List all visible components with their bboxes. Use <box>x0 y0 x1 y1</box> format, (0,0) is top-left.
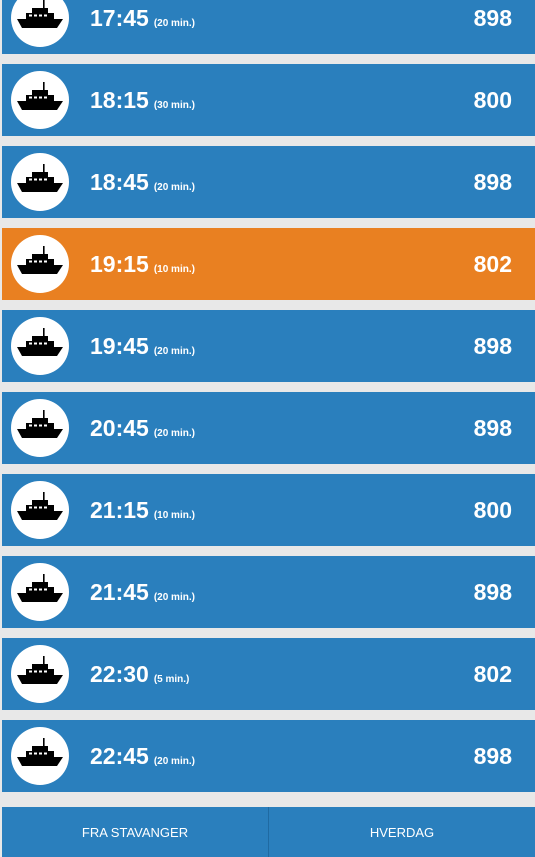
route-number: 898 <box>473 415 512 441</box>
departure-time: 18:45 (20 min.) <box>90 167 195 203</box>
ferry-icon <box>11 727 69 785</box>
travel-duration: (5 min.) <box>153 674 190 685</box>
departure-time: 21:15 (10 min.) <box>90 495 195 531</box>
route-number: 802 <box>473 661 512 687</box>
departure-time-text: 19:15 <box>90 251 149 277</box>
bottom-tab-bar: FRA STAVANGER HVERDAG <box>2 807 535 857</box>
travel-duration: (20 min.) <box>153 182 195 193</box>
departure-row[interactable]: 21:45 (20 min.) 898 <box>2 556 535 628</box>
departure-row[interactable]: 20:45 (20 min.) 898 <box>2 392 535 464</box>
departure-row[interactable]: 17:45 (20 min.) 898 <box>2 0 535 54</box>
route-number: 800 <box>473 497 512 523</box>
ferry-icon <box>11 645 69 703</box>
travel-duration: (20 min.) <box>153 346 195 357</box>
departure-row[interactable]: 19:15 (10 min.) 802 <box>2 228 535 300</box>
departure-row[interactable]: 22:30 (5 min.) 802 <box>2 638 535 710</box>
travel-duration: (20 min.) <box>153 18 195 29</box>
departure-time-text: 21:15 <box>90 497 149 523</box>
ferry-icon <box>11 71 69 129</box>
departure-time: 22:45 (20 min.) <box>90 741 195 777</box>
departure-row[interactable]: 19:45 (20 min.) 898 <box>2 310 535 382</box>
travel-duration: (20 min.) <box>153 756 195 767</box>
tab-direction[interactable]: FRA STAVANGER <box>81 824 189 840</box>
departure-time: 21:45 (20 min.) <box>90 577 195 613</box>
departure-row[interactable]: 22:45 (20 min.) 898 <box>2 720 535 792</box>
departure-time-text: 22:30 <box>90 661 149 687</box>
departure-time: 17:45 (20 min.) <box>90 3 195 39</box>
route-number: 898 <box>473 5 512 31</box>
departure-time-text: 18:45 <box>90 169 149 195</box>
ferry-icon <box>11 481 69 539</box>
departure-time: 18:15 (30 min.) <box>90 85 195 121</box>
tab-day-type[interactable]: HVERDAG <box>268 807 535 857</box>
departure-time: 20:45 (20 min.) <box>90 413 195 449</box>
departure-row[interactable]: 18:15 (30 min.) 800 <box>2 64 535 136</box>
route-number: 802 <box>473 251 512 277</box>
departure-time-text: 21:45 <box>90 579 149 605</box>
travel-duration: (30 min.) <box>153 100 195 111</box>
ferry-icon <box>11 0 69 47</box>
ferry-icon <box>11 235 69 293</box>
departure-time: 19:15 (10 min.) <box>90 249 195 285</box>
ferry-icon <box>11 153 69 211</box>
route-number: 898 <box>473 743 512 769</box>
departure-time-text: 17:45 <box>90 5 149 31</box>
departure-row[interactable]: 18:45 (20 min.) 898 <box>2 146 535 218</box>
departure-time-text: 22:45 <box>90 743 149 769</box>
route-number: 898 <box>473 579 512 605</box>
departure-row[interactable]: 21:15 (10 min.) 800 <box>2 474 535 546</box>
travel-duration: (20 min.) <box>153 592 195 603</box>
route-number: 898 <box>473 169 512 195</box>
travel-duration: (20 min.) <box>153 428 195 439</box>
departure-time-text: 19:45 <box>90 333 149 359</box>
departure-time: 19:45 (20 min.) <box>90 331 195 367</box>
ferry-icon <box>11 563 69 621</box>
route-number: 898 <box>473 333 512 359</box>
travel-duration: (10 min.) <box>153 264 195 275</box>
departure-time-text: 20:45 <box>90 415 149 441</box>
ferry-icon <box>11 317 69 375</box>
route-number: 800 <box>473 87 512 113</box>
travel-duration: (10 min.) <box>153 510 195 521</box>
departure-time: 22:30 (5 min.) <box>90 659 189 695</box>
departure-time-text: 18:15 <box>90 87 149 113</box>
ferry-icon <box>11 399 69 457</box>
